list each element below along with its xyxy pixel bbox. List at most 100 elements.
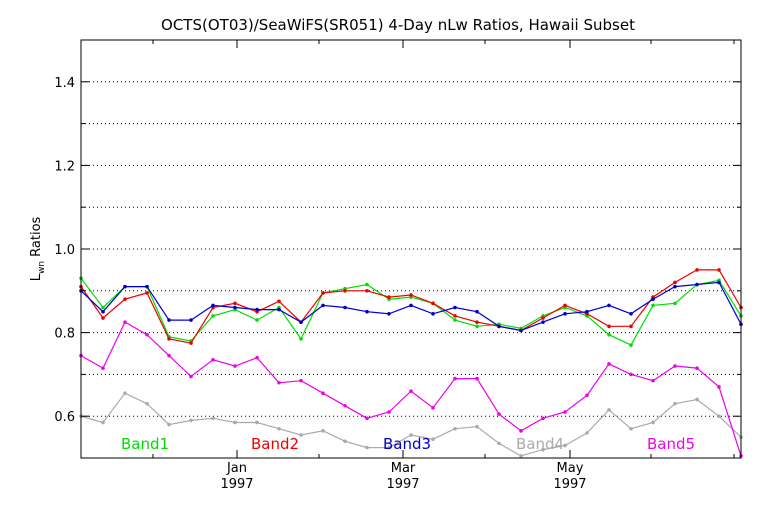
point-band4 [343,439,347,444]
x-tick-label-year: 1997 [220,477,253,492]
point-band4 [387,445,391,450]
point-band3 [475,309,479,314]
point-band3 [409,303,413,308]
point-band1 [299,337,303,341]
point-band3 [211,303,215,308]
point-band1 [673,301,677,306]
point-band3 [651,297,655,301]
point-band3 [629,311,633,316]
x-tick-label-month: Mar [391,461,416,476]
point-band3 [255,307,259,312]
point-band5 [189,374,193,379]
point-band2 [717,268,721,272]
point-band2 [453,314,457,318]
point-band5 [717,385,721,389]
point-band1 [255,318,259,322]
point-band5 [651,378,655,383]
point-band2 [101,316,105,320]
point-band5 [629,372,633,377]
point-band5 [607,362,611,366]
x-tick-label-month: May [557,461,584,476]
point-band3 [541,320,545,324]
point-band2 [409,293,413,297]
y-tick-label: 1.4 [54,76,75,91]
point-band4 [695,397,699,402]
point-band5 [585,393,589,398]
legend-band1: Band1 [121,435,169,453]
point-band3 [167,318,171,322]
point-band5 [167,353,171,358]
point-band5 [211,357,215,362]
point-band5 [563,410,567,414]
point-band5 [673,364,677,368]
point-band2 [475,320,479,324]
point-band3 [321,303,325,308]
point-band3 [717,280,721,285]
point-band1 [629,343,633,347]
point-band3 [695,282,699,287]
point-band3 [585,309,589,314]
point-band5 [233,364,237,368]
point-band1 [607,332,611,337]
point-band2 [321,291,325,295]
point-band4 [365,445,369,450]
point-band5 [541,416,545,421]
legend-band2: Band2 [251,435,299,453]
y-tick-label: 1.2 [54,159,75,174]
point-band4 [409,433,413,437]
point-band4 [101,420,105,425]
point-band4 [519,454,523,458]
point-band5 [343,403,347,408]
point-band3 [387,311,391,316]
point-band4 [431,437,435,441]
point-band2 [123,297,127,301]
legend: Band1 Band2 Band3 Band4 Band5 [121,435,695,453]
point-band3 [365,309,369,314]
point-band5 [387,410,391,414]
point-band5 [431,406,435,410]
point-band3 [563,311,567,316]
point-band4 [167,422,171,427]
point-band5 [321,391,325,396]
point-band5 [453,376,457,381]
y-axis-label-main: L [29,273,44,281]
point-band2 [365,289,369,293]
point-band4 [233,420,237,425]
point-band2 [607,324,611,329]
point-band2 [387,295,391,299]
point-band3 [519,328,523,333]
plot-frame [80,39,742,459]
y-tick-label: 1.0 [54,243,75,258]
point-band4 [541,447,545,452]
point-band5 [695,366,699,370]
point-band1 [211,314,215,318]
point-band2 [629,324,633,329]
point-band5 [519,429,523,433]
x-tick-label-year: 1997 [553,477,586,492]
point-band4 [123,391,127,396]
point-band2 [233,301,237,306]
y-axis-label: Lwn Ratios [29,216,47,281]
point-band1 [365,282,369,287]
point-band1 [101,305,105,310]
point-band5 [255,355,259,360]
point-band2 [277,299,281,304]
point-band4 [299,433,303,437]
point-band5 [365,416,369,421]
point-band5 [277,380,281,385]
point-band1 [651,303,655,308]
point-band5 [409,389,413,393]
legend-band3: Band3 [383,435,431,453]
y-axis-label-rest: Ratios [29,216,44,261]
point-band4 [453,426,457,431]
point-band4 [145,401,149,406]
point-band1 [453,318,457,322]
point-band2 [343,289,347,293]
x-tick-label-year: 1997 [386,477,419,492]
point-band4 [211,416,215,421]
point-band4 [629,426,633,431]
point-band3 [431,311,435,316]
point-band3 [233,305,237,310]
